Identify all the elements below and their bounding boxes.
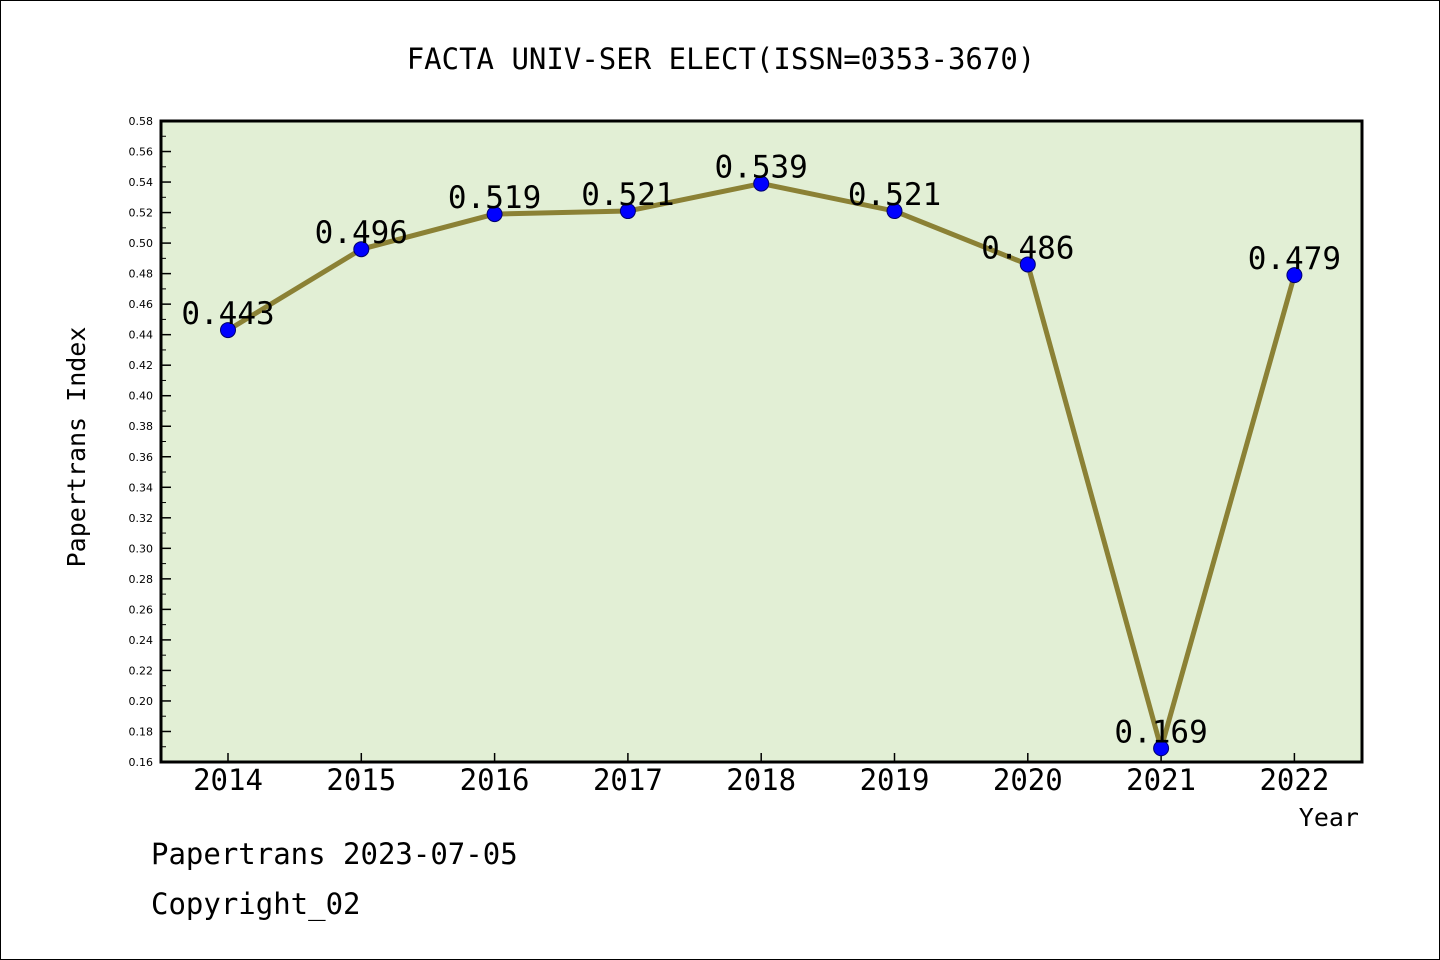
data-point	[753, 175, 770, 192]
y-tick-label: 0.46	[129, 298, 154, 311]
y-tick-label: 0.30	[129, 542, 154, 555]
y-tick-label: 0.50	[129, 237, 154, 250]
y-tick-label: 0.58	[129, 115, 154, 128]
data-markers	[220, 175, 1303, 757]
y-tick-label: 0.16	[129, 756, 154, 769]
x-tick-label: 2015	[326, 763, 396, 797]
x-tick-label: 2020	[993, 763, 1063, 797]
y-tick-label: 0.40	[129, 390, 154, 403]
y-tick-label: 0.38	[129, 420, 154, 433]
data-point	[1153, 740, 1170, 757]
y-tick-label: 0.44	[129, 329, 154, 342]
x-tick-label: 2017	[593, 763, 663, 797]
y-tick-label: 0.26	[129, 603, 154, 616]
y-tick-label: 0.32	[129, 512, 154, 525]
footer-date: Papertrans 2023-07-05	[151, 837, 518, 871]
footer-copyright: Copyright_02	[151, 887, 361, 921]
y-tick-label: 0.24	[129, 634, 154, 647]
data-label: 0.496	[315, 215, 408, 251]
x-tick-label: 2018	[726, 763, 796, 797]
data-point	[486, 206, 503, 223]
x-axis: 2014 2015 2016 2017 2018 2019 2020 2021 2022	[193, 753, 1329, 797]
y-axis-label: Papertrans Index	[62, 327, 91, 568]
data-label: 0.443	[181, 296, 274, 332]
y-tick-label: 0.36	[129, 451, 154, 464]
data-label: 0.479	[1248, 241, 1341, 277]
y-tick-label: 0.54	[129, 176, 154, 189]
y-tick-label: 0.56	[129, 146, 154, 159]
y-axis: 0.16 0.18 0.20 0.22 0.24 0.26 0.28 0.30 0.32 0.34…	[129, 115, 171, 769]
data-label: 0.169	[1114, 714, 1207, 750]
y-tick-label: 0.28	[129, 573, 154, 586]
chart-title: FACTA UNIV-SER ELECT(ISSN=0353-3670)	[407, 42, 1036, 76]
data-label: 0.519	[448, 180, 541, 216]
data-label: 0.486	[981, 230, 1074, 266]
data-label: 0.521	[848, 177, 941, 213]
data-label: 0.521	[581, 177, 674, 213]
y-tick-label: 0.48	[129, 268, 154, 281]
data-point	[1286, 267, 1303, 284]
data-point	[619, 203, 636, 220]
y-tick-label: 0.34	[129, 481, 154, 494]
y-tick-label: 0.20	[129, 695, 154, 708]
data-labels: 0.443 0.496 0.519 0.521 0.539 0.521 0.486 0.169…	[181, 150, 1341, 751]
x-tick-label: 2016	[460, 763, 530, 797]
plot-area	[159, 119, 1364, 764]
y-tick-label: 0.18	[129, 725, 154, 738]
y-tick-label: 0.42	[129, 359, 154, 372]
data-point	[886, 203, 903, 220]
x-tick-label: 2021	[1126, 763, 1196, 797]
x-tick-label: 2022	[1259, 763, 1329, 797]
x-tick-label: 2014	[193, 763, 263, 797]
x-axis-label: Year	[1299, 803, 1359, 832]
y-tick-label: 0.52	[129, 207, 154, 220]
data-point	[353, 241, 370, 258]
data-point	[1019, 256, 1036, 273]
y-tick-label: 0.22	[129, 664, 154, 677]
x-tick-label: 2019	[860, 763, 930, 797]
data-label: 0.539	[715, 150, 808, 186]
data-point	[220, 322, 236, 339]
